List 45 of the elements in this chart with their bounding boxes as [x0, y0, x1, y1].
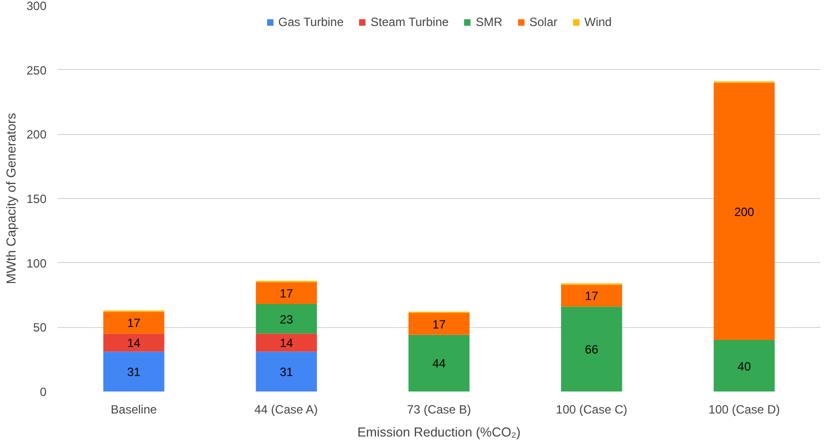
- y-tick-label: 150: [26, 192, 47, 206]
- bar: [103, 352, 164, 392]
- bar: [256, 282, 317, 304]
- data-label: 200: [734, 204, 755, 219]
- data-label: 44: [432, 356, 446, 371]
- bar: [408, 334, 470, 392]
- data-label: 17: [127, 316, 141, 330]
- data-label: 31: [280, 365, 294, 380]
- x-tick-label: 73 (Case B): [406, 402, 472, 416]
- data-label: 17: [280, 286, 294, 301]
- y-tick-label: 50: [33, 320, 47, 335]
- x-tick-label: Baseline: [110, 402, 158, 416]
- data-label: 23: [280, 312, 294, 326]
- x-tick-label: 100 (Case C): [556, 402, 628, 416]
- data-label: 14: [127, 336, 141, 350]
- bar: [103, 312, 164, 334]
- y-tick-label: 250: [26, 63, 47, 78]
- data-label: 17: [584, 289, 599, 304]
- x-axis-title: Emission Reduction (%CO₂): [357, 424, 521, 440]
- bar: [561, 284, 622, 307]
- bar: [103, 334, 164, 352]
- bar: [256, 352, 317, 392]
- data-label: 66: [584, 342, 599, 357]
- y-axis-title: MWth Capacity of Generators: [3, 112, 18, 284]
- y-tick-label: 300: [26, 0, 47, 13]
- data-label: 40: [738, 359, 752, 374]
- x-tick-label: 100 (Case D): [708, 402, 780, 416]
- legend-label: Wind: [584, 15, 612, 29]
- data-label: 31: [127, 365, 141, 380]
- bar: [714, 340, 775, 392]
- legend-label: SMR: [476, 15, 502, 29]
- bar: [561, 306, 622, 392]
- bar: [408, 313, 470, 335]
- y-tick-label: 200: [26, 128, 47, 142]
- y-tick-label: 100: [26, 256, 47, 270]
- legend-label: Steam Turbine: [370, 15, 449, 29]
- data-label: 14: [280, 336, 294, 350]
- x-tick-label: 44 (Case A): [254, 402, 318, 416]
- legend-label: Solar: [529, 15, 558, 29]
- bar: [256, 334, 317, 352]
- data-label: 17: [432, 317, 446, 332]
- bar: [714, 82, 775, 340]
- legend-label: Gas Turbine: [278, 15, 344, 29]
- bar: [256, 304, 317, 334]
- y-tick-label: 0: [40, 385, 47, 399]
